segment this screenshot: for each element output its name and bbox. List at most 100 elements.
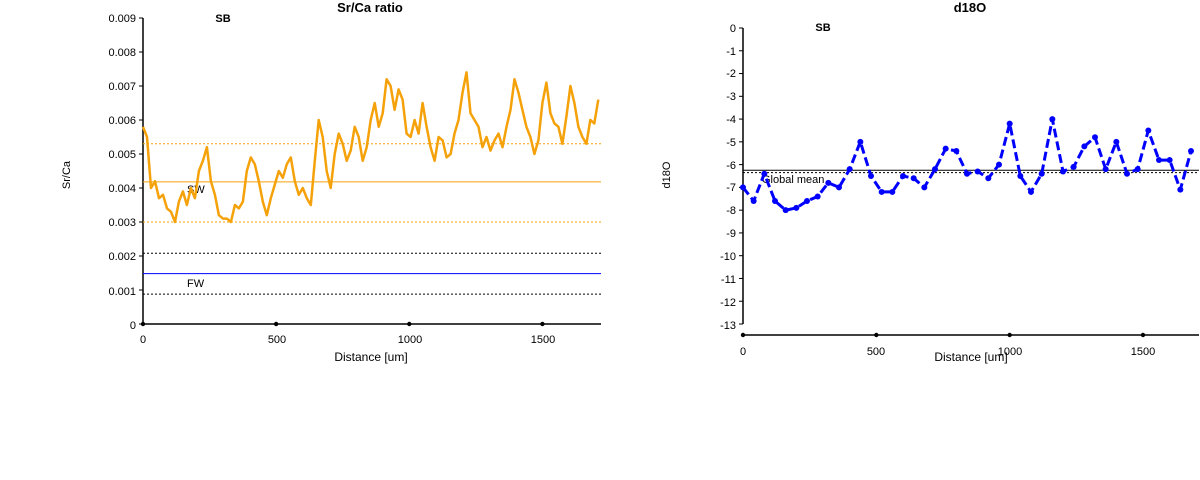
d18o-y-tick-label: -8 [726,205,736,217]
d18o-y-tick-labels: 0 -1 -2 -3 -4 -5 -6 -7 -8 -9 -10 -11 -12… [720,23,736,332]
d18o-x-axis-label: Distance [um] [934,350,1007,364]
d18o-x-tick-labels: 0 500 1000 1500 [740,346,1155,358]
d18o-x-tick [1140,332,1146,338]
srca-y-tick-label: 0.007 [108,81,136,93]
srca-x-axis-label: Distance [um] [334,350,407,364]
d18o-data-point [793,204,800,211]
srca-x-tick [273,321,279,327]
srca-y-tick-labels: 0 0.001 0.002 0.003 0.004 0.005 0.006 0.… [108,13,136,332]
d18o-y-axis-label: d18O [661,161,673,188]
srca-y-tick-label: 0.008 [108,47,136,59]
d18o-data-point [1038,170,1045,177]
d18o-data-point [836,184,842,191]
d18o-data-point [910,175,917,182]
d18o-y-tick-label: -7 [726,182,736,194]
d18o-y-tick-label: -1 [726,46,736,58]
srca-y-tick-label: 0.005 [108,149,136,161]
d18o-data-point [740,184,746,191]
d18o-data-point [1017,173,1024,179]
d18o-series-line [741,117,1193,212]
d18o-data-point [1070,163,1077,170]
d18o-data-point [1145,127,1152,134]
srca-x-tick-label: 1000 [398,334,422,346]
d18o-data-point [1166,157,1173,164]
srca-y-tick-label: 0.001 [108,286,136,298]
d18o-y-tick-label: -13 [720,320,736,332]
d18o-data-point [857,138,864,145]
d18o-data-point [1124,170,1130,177]
srca-x-tick-label: 0 [140,334,146,346]
srca-y-tick-label: 0 [130,320,136,332]
srca-series-line [141,71,600,224]
d18o-data-point [953,147,960,154]
d18o-x-tick [740,332,746,338]
d18o-data-point [1134,166,1141,173]
d18o-data-point [1102,166,1109,173]
srca-x-tick [540,321,545,327]
d18o-data-point [1049,116,1056,123]
d18o-data-point [878,188,885,195]
d18o-chart: d18O SB d18O Distance [um] 0 -1 -2 -3 -4… [661,0,1199,364]
srca-x-tick-label: 1500 [531,334,555,346]
d18o-data-point [1060,168,1066,175]
d18o-y-tick-label: -5 [726,137,736,149]
srca-y-tick-label: 0.004 [108,183,136,195]
d18o-data-point [932,166,938,173]
d18o-y-tick-label: -6 [726,160,736,172]
srca-y-tick-label: 0.003 [108,217,136,229]
d18o-y-tick-label: -2 [726,68,736,80]
d18o-data-point [1092,134,1098,141]
srca-y-tick-label: 0.009 [108,13,136,25]
d18o-data-point [825,179,832,186]
d18o-data-point [782,207,789,214]
d18o-y-tick-label: -3 [726,91,736,103]
d18o-data-point [750,198,757,205]
d18o-y-tick-label: -4 [726,114,736,126]
d18o-data-point [1188,147,1194,154]
d18o-data-point [964,170,970,177]
d18o-data-point [772,198,778,205]
srca-y-tick-label: 0.006 [108,115,136,127]
d18o-data-point [868,173,874,179]
srca-y-tick-label: 0.002 [108,251,136,263]
d18o-data-point [761,170,768,177]
srca-x-tick-labels: 0 500 1000 1500 [140,334,555,346]
d18o-panel-label: SB [815,22,830,34]
d18o-data-point [846,166,853,173]
d18o-x-tick-label: 0 [740,346,746,358]
srca-x-tick [407,321,412,327]
d18o-data-point [1006,120,1013,127]
d18o-data-point [1028,188,1034,195]
srca-panel-label: SB [215,13,230,25]
d18o-data-point [985,175,992,182]
d18o-data-point [1081,143,1088,150]
srca-y-axis-label: Sr/Ca [61,160,73,189]
srca-x-tick [140,321,146,327]
d18o-data-point [1113,138,1120,145]
d18o-data-point [996,161,1002,168]
d18o-data-point [1177,186,1184,193]
d18o-title: d18O [954,0,987,15]
d18o-y-tick-label: -10 [720,251,736,263]
d18o-annotation-global-mean: Global mean [762,174,824,186]
d18o-x-tick-label: 1500 [1131,346,1155,358]
d18o-data-point [900,173,906,179]
d18o-data-point [1156,157,1162,164]
d18o-x-tick-label: 1000 [998,346,1022,358]
srca-x-tick-label: 500 [268,334,286,346]
d18o-data-point [804,198,810,205]
d18o-data-point [921,184,928,191]
d18o-x-tick-label: 500 [867,346,885,358]
srca-title: Sr/Ca ratio [337,0,403,15]
d18o-y-tick-label: 0 [730,23,736,35]
srca-chart: Sr/Ca ratio SB Sr/Ca Distance [um] 0 0.0… [61,0,601,364]
d18o-data-point [974,168,981,175]
d18o-data-point [942,145,949,152]
d18o-y-tick-label: -9 [726,228,736,240]
srca-annotation-fw: FW [187,278,205,290]
d18o-x-tick [874,332,879,338]
d18o-x-tick [1007,332,1012,338]
d18o-data-point [814,193,821,200]
d18o-data-point [889,188,896,195]
